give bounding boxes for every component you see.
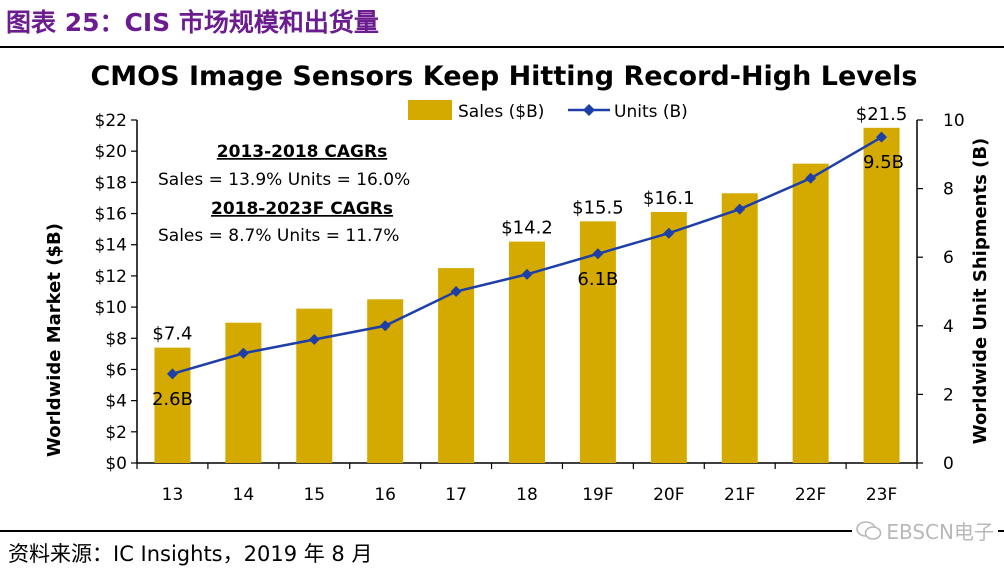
- bar-data-label: $16.1: [643, 188, 695, 209]
- legend-bar-swatch: [408, 100, 452, 120]
- y-tick-label: $6: [105, 360, 127, 380]
- marker-units: [521, 268, 533, 280]
- source-note: 资料来源：IC Insights，2019 年 8 月: [8, 542, 373, 566]
- legend-units-label: Units (B): [614, 102, 688, 122]
- bar-sales: [792, 163, 829, 463]
- bar-sales: [154, 347, 191, 463]
- bar-data-label: $15.5: [572, 197, 624, 218]
- x-tick-label: 18: [516, 485, 538, 505]
- y-right-tick-label: 0: [943, 454, 954, 474]
- bar-data-label: $21.5: [856, 104, 908, 125]
- marker-units: [450, 286, 462, 297]
- x-tick-label: 17: [445, 485, 467, 505]
- bar-sales: [650, 211, 687, 463]
- x-tick-label: 20F: [653, 485, 684, 505]
- figure-title: 图表 25：CIS 市场规模和出货量: [6, 8, 379, 37]
- top-divider: [0, 46, 1004, 48]
- bar-data-label: $7.4: [152, 324, 192, 345]
- cagr-2018-2023-title: 2018-2023F CAGRs: [211, 199, 393, 219]
- line-data-label: 2.6B: [152, 389, 193, 410]
- bar-sales: [296, 308, 333, 463]
- y-right-tick-label: 4: [943, 317, 954, 337]
- y-tick-label: $12: [95, 267, 127, 287]
- x-tick-label: 13: [162, 485, 184, 505]
- y-tick-label: $14: [95, 236, 127, 256]
- y-tick-label: $22: [95, 111, 127, 131]
- marker-units: [734, 203, 746, 215]
- y-tick-label: $0: [105, 454, 127, 474]
- marker-units: [876, 131, 888, 143]
- x-tick-label: 16: [374, 485, 396, 505]
- cagr-2018-2023-text: Sales = 8.7% Units = 11.7%: [158, 226, 399, 246]
- y-right-tick-label: 6: [943, 248, 954, 268]
- legend: Sales ($B) Units (B): [408, 100, 688, 122]
- y-tick-label: $8: [105, 329, 127, 349]
- chart: CMOS Image Sensors Keep Hitting Record-H…: [44, 61, 991, 505]
- marker-units: [805, 172, 817, 184]
- y-tick-label: $20: [95, 142, 127, 162]
- y-tick-label: $16: [95, 205, 127, 225]
- y-tick-label: $10: [95, 298, 127, 318]
- y-right-tick-label: 2: [943, 385, 954, 405]
- y-tick-label: $18: [95, 173, 127, 193]
- y-axis-label: Worldwide Market ($B): [44, 223, 65, 457]
- marker-units: [592, 248, 604, 260]
- bar-sales: [721, 193, 758, 463]
- marker-units: [308, 334, 320, 346]
- marker-units: [166, 368, 178, 380]
- x-tick-label: 22F: [795, 485, 826, 505]
- y-axis-right-label: Worldwide Unit Shipments (B): [970, 138, 991, 445]
- bar-sales: [863, 127, 900, 463]
- x-tick-label: 23F: [866, 485, 897, 505]
- x-tick-label: 21F: [724, 485, 755, 505]
- y-right-tick-label: 10: [943, 111, 965, 131]
- bottom-divider: [0, 530, 1004, 532]
- x-tick-label: 14: [233, 485, 255, 505]
- watermark: EBSCN电子: [852, 516, 998, 545]
- wechat-icon: [856, 520, 882, 540]
- line-data-label: 6.1B: [577, 269, 618, 290]
- bar-data-label: $14.2: [501, 218, 553, 239]
- chart-title: CMOS Image Sensors Keep Hitting Record-H…: [90, 61, 917, 92]
- marker-units: [237, 347, 249, 359]
- x-tick-label: 15: [303, 485, 325, 505]
- y-right-tick-label: 8: [943, 180, 954, 200]
- y-tick-label: $2: [105, 423, 127, 443]
- cagr-annotations: 2013-2018 CAGRs Sales = 13.9% Units = 16…: [158, 142, 410, 246]
- bar-sales: [225, 322, 262, 463]
- bar-sales: [438, 268, 475, 463]
- legend-sales-label: Sales ($B): [458, 102, 544, 122]
- bar-sales: [579, 221, 616, 463]
- x-tick-label: 19F: [582, 485, 613, 505]
- y-tick-label: $4: [105, 392, 127, 412]
- watermark-text: EBSCN电子: [886, 520, 994, 544]
- cagr-2013-2018-title: 2013-2018 CAGRs: [217, 142, 387, 162]
- marker-units: [379, 320, 391, 332]
- marker-units: [663, 227, 675, 239]
- legend-line-marker: [583, 104, 595, 116]
- line-data-label: 9.5B: [863, 152, 904, 173]
- cagr-2013-2018-text: Sales = 13.9% Units = 16.0%: [158, 170, 410, 190]
- plot-area: $0 $2 $4 $6 $8 $10 $12 $14 $16 $18 $20 $22 0 2 4 6 8 10 13…: [95, 104, 965, 505]
